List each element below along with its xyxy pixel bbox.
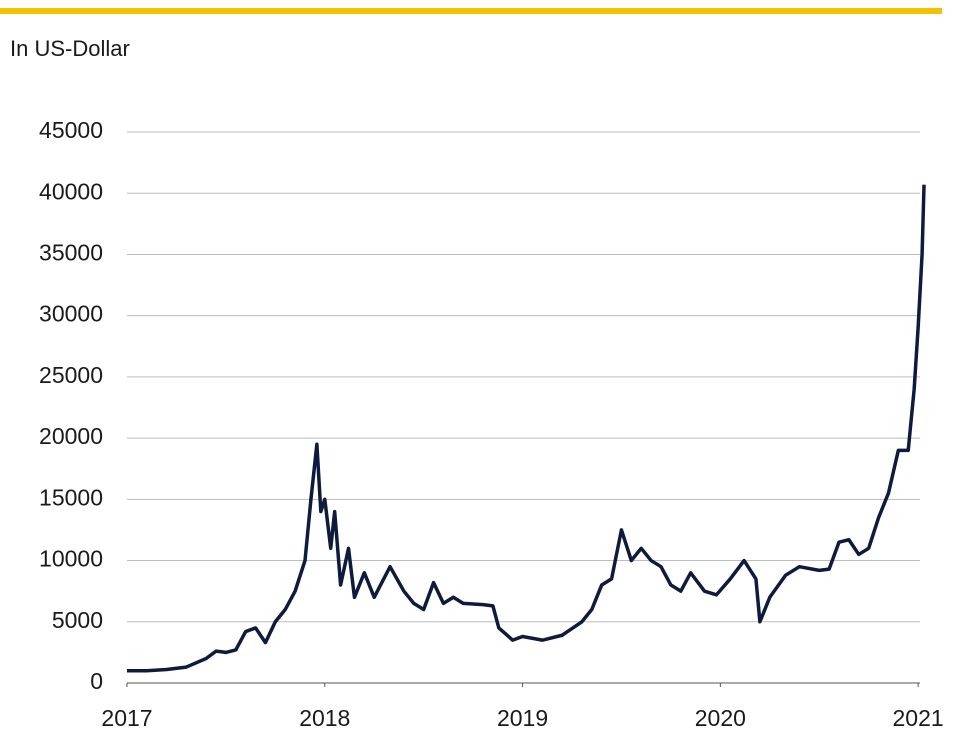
y-tick-label: 40000	[39, 178, 103, 204]
y-tick-label: 0	[90, 668, 103, 694]
y-tick-label: 15000	[39, 484, 103, 510]
x-tick-label: 2019	[497, 705, 548, 731]
y-tick-label: 10000	[39, 546, 103, 572]
x-tick-label: 2017	[101, 705, 152, 731]
y-tick-label: 25000	[39, 362, 103, 388]
y-tick-label: 20000	[39, 423, 103, 449]
x-tick-label: 2021	[893, 705, 944, 731]
accent-bar	[0, 8, 942, 14]
x-tick-label: 2020	[695, 705, 746, 731]
chart-title: In US-Dollar	[10, 36, 130, 61]
y-tick-label: 35000	[39, 240, 103, 266]
price-line	[127, 184, 926, 673]
y-tick-label: 45000	[39, 117, 103, 143]
y-tick-label: 30000	[39, 301, 103, 327]
y-tick-label: 5000	[52, 607, 103, 633]
x-tick-label: 2018	[299, 705, 350, 731]
